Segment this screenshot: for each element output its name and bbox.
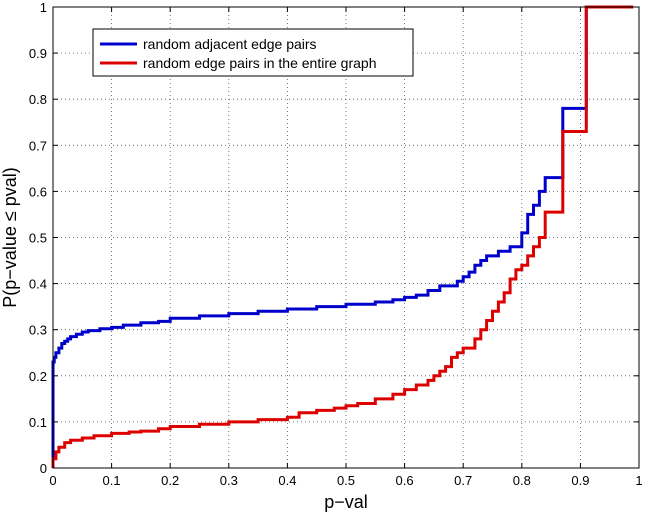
x-tick-label: 0.6 <box>396 473 414 488</box>
y-tick-label: 0 <box>40 461 47 476</box>
y-axis-label: P(p−value ≤ pval) <box>0 167 20 307</box>
y-tick-label: 0.9 <box>29 46 47 61</box>
legend-label-2: random edge pairs in the entire graph <box>143 55 376 71</box>
x-tick-label: 0 <box>49 473 56 488</box>
y-tick-label: 0.6 <box>29 184 47 199</box>
y-tick-label: 0.8 <box>29 92 47 107</box>
legend: random adjacent edge pairs random edge pa… <box>92 28 414 77</box>
x-tick-label: 0.8 <box>513 473 531 488</box>
legend-label-1: random adjacent edge pairs <box>143 36 317 52</box>
y-tick-label: 0.4 <box>29 277 47 292</box>
x-tick-label: 0.9 <box>571 473 589 488</box>
x-tick-label: 0.4 <box>278 473 296 488</box>
y-tick-label: 0.2 <box>29 369 47 384</box>
ticks: 0 0.1 0.2 0.3 0.4 0.5 0.6 0.7 0.8 0.9 1 0 0.1 0.2 0.3 0… <box>29 0 643 488</box>
y-tick-label: 0.5 <box>29 231 47 246</box>
series-line-2 <box>51 5 634 468</box>
x-tick-label: 0.7 <box>454 473 472 488</box>
x-tick-label: 0.5 <box>337 473 355 488</box>
legend-box <box>92 28 414 77</box>
x-tick-label: 0.1 <box>103 473 121 488</box>
y-tick-label: 0.3 <box>29 323 47 338</box>
x-tick-label: 1 <box>635 473 642 488</box>
series-line-1 <box>51 5 634 468</box>
x-axis-label: p−val <box>324 492 368 512</box>
x-tick-label: 0.2 <box>161 473 179 488</box>
y-tick-label: 0.7 <box>29 138 47 153</box>
y-tick-label: 0.1 <box>29 415 47 430</box>
grid <box>53 7 639 468</box>
series-layer <box>51 5 634 468</box>
x-tick-label: 0.3 <box>220 473 238 488</box>
y-tick-label: 1 <box>40 0 47 15</box>
